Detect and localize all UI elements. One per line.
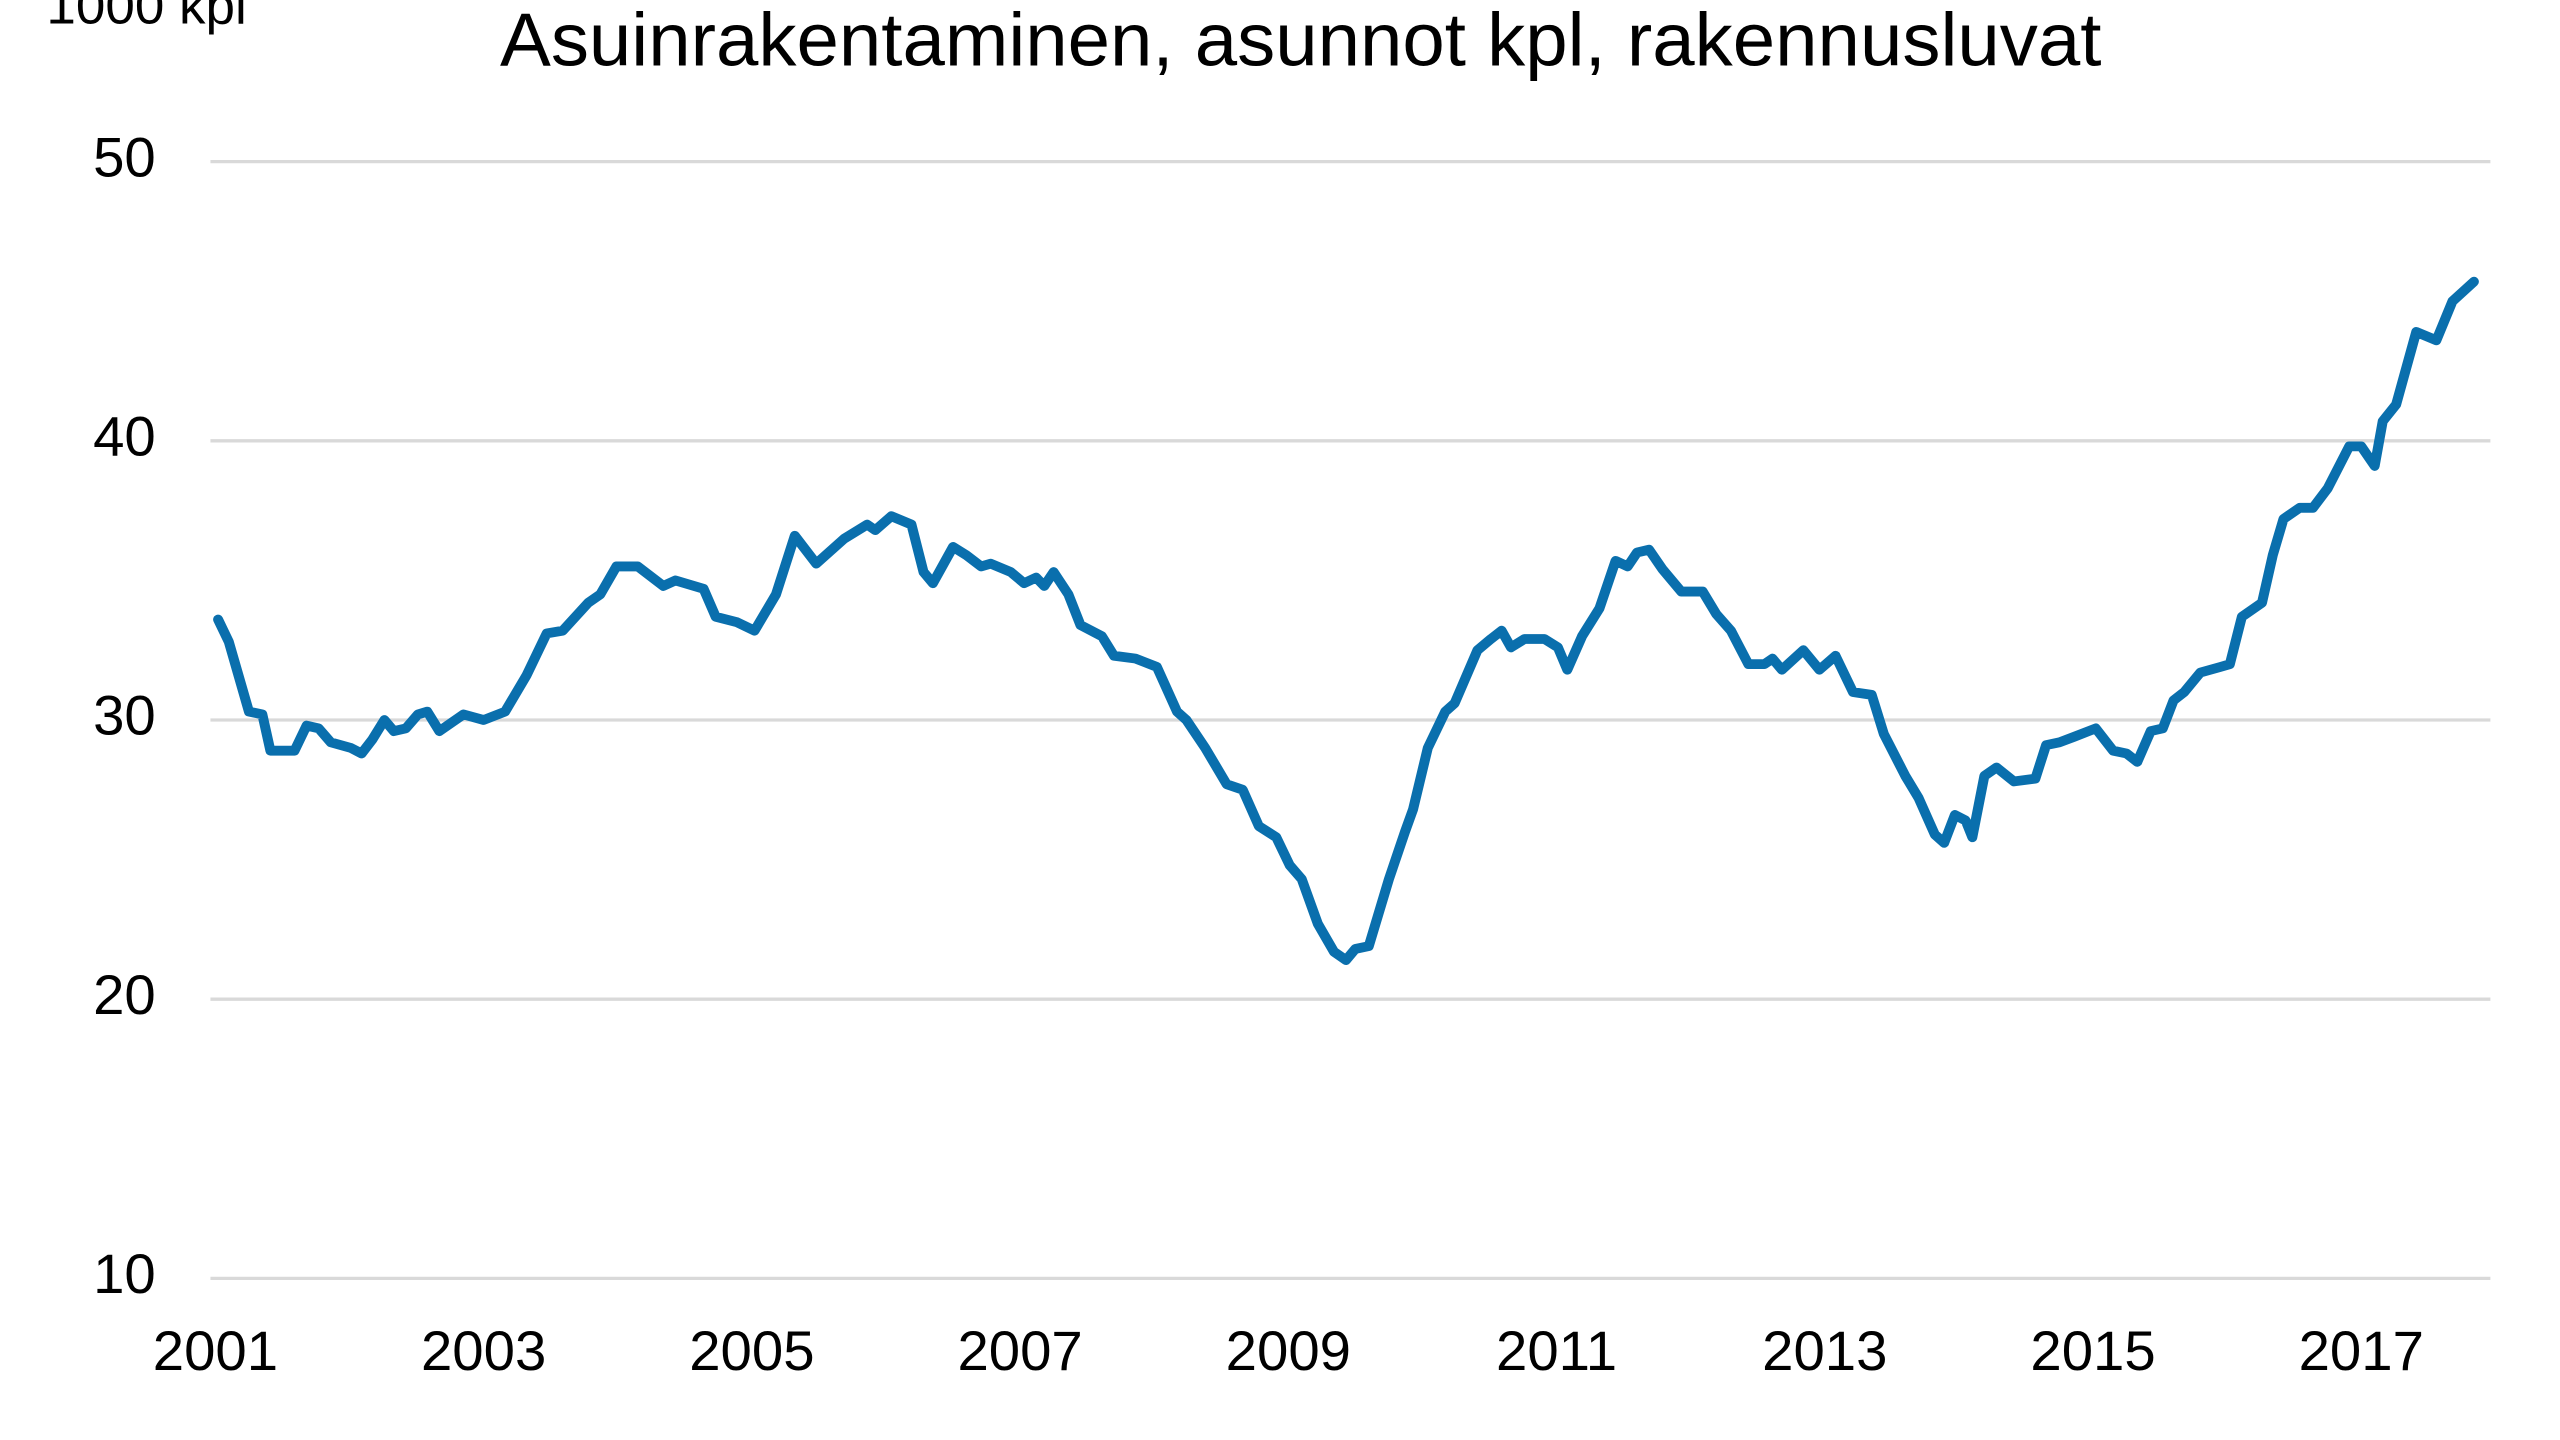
data-line <box>213 276 2479 965</box>
y-tick-label: 10 <box>93 1242 156 1305</box>
x-tick-label: 2003 <box>421 1319 546 1382</box>
x-tick-label: 2007 <box>957 1319 1082 1382</box>
y-tick-label: 30 <box>93 684 156 747</box>
chart-title: Asuinrakentaminen, asunnot kpl, rakennus… <box>500 0 2101 82</box>
y-axis-label: 1000 kpl <box>46 0 246 36</box>
x-tick-label: 2015 <box>2030 1319 2155 1382</box>
x-tick-label: 2013 <box>1762 1319 1887 1382</box>
x-tick-label: 2009 <box>1226 1319 1351 1382</box>
x-tick-label: 2011 <box>1496 1319 1617 1382</box>
x-tick-label: 2001 <box>153 1319 278 1382</box>
y-tick-label: 50 <box>93 126 156 189</box>
y-tick-label: 20 <box>93 963 156 1026</box>
x-tick-label: 2017 <box>2299 1319 2424 1382</box>
y-tick-label: 40 <box>93 405 156 468</box>
x-tick-label: 2005 <box>689 1319 814 1382</box>
